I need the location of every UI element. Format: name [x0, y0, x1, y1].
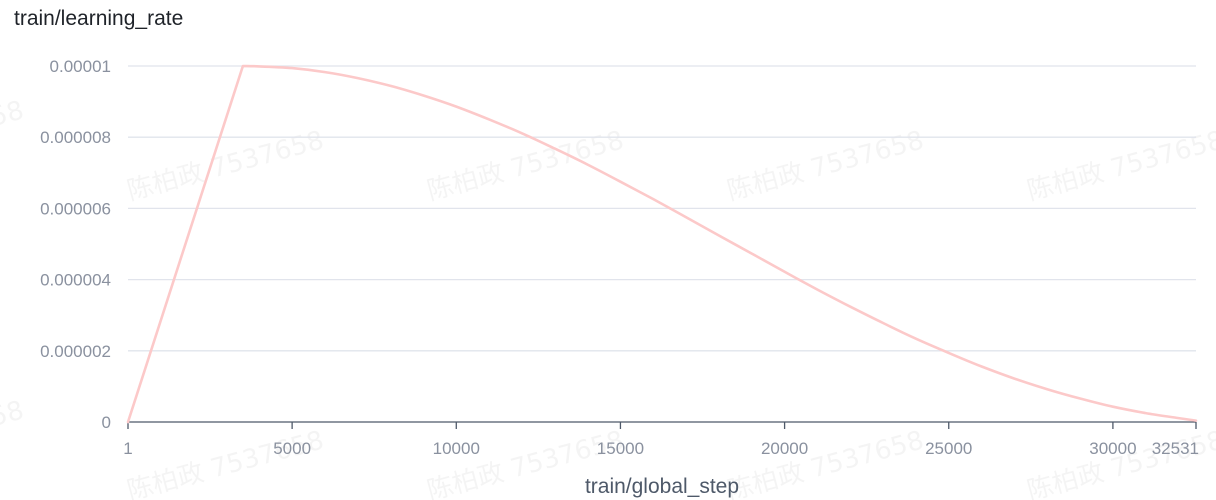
grid-lines — [128, 65, 1196, 352]
y-tick-label: 0 — [102, 413, 111, 432]
y-tick-label: 0.00001 — [50, 57, 111, 76]
series-layer — [126, 64, 1198, 424]
watermark-text: 陈柏政 7537658 — [0, 95, 27, 176]
x-tick-label: 30000 — [1089, 439, 1136, 458]
x-tick-label: 10000 — [433, 439, 480, 458]
y-axis-ticks: 0 0.000002 0.000004 0.000006 0.000008 0.00001 — [40, 57, 111, 432]
x-tick-label: 20000 — [761, 439, 808, 458]
x-tick-label: 15000 — [597, 439, 644, 458]
y-tick-label: 0.000006 — [40, 199, 111, 218]
y-tick-label: 0.000004 — [40, 271, 111, 290]
watermark-text: 陈柏政 7537658 — [0, 395, 27, 476]
x-tick-label: 1 — [123, 439, 132, 458]
chart-title: train/learning_rate — [14, 7, 184, 30]
x-axis: 1 5000 10000 15000 20000 25000 30000 32531 — [123, 421, 1199, 458]
watermark-text: 陈柏政 7537658 — [124, 425, 327, 500]
watermark-text: 陈柏政 7537658 — [1024, 425, 1216, 500]
watermark-text: 陈柏政 7537658 — [724, 425, 927, 500]
x-tick-label: 32531 — [1152, 439, 1199, 458]
y-tick-label: 0.000008 — [40, 128, 111, 147]
series-line — [126, 64, 1198, 424]
x-tick-label: 5000 — [273, 439, 311, 458]
y-tick-label: 0.000002 — [40, 342, 111, 361]
x-tick-label: 25000 — [925, 439, 972, 458]
x-axis-label: train/global_step — [585, 475, 739, 498]
